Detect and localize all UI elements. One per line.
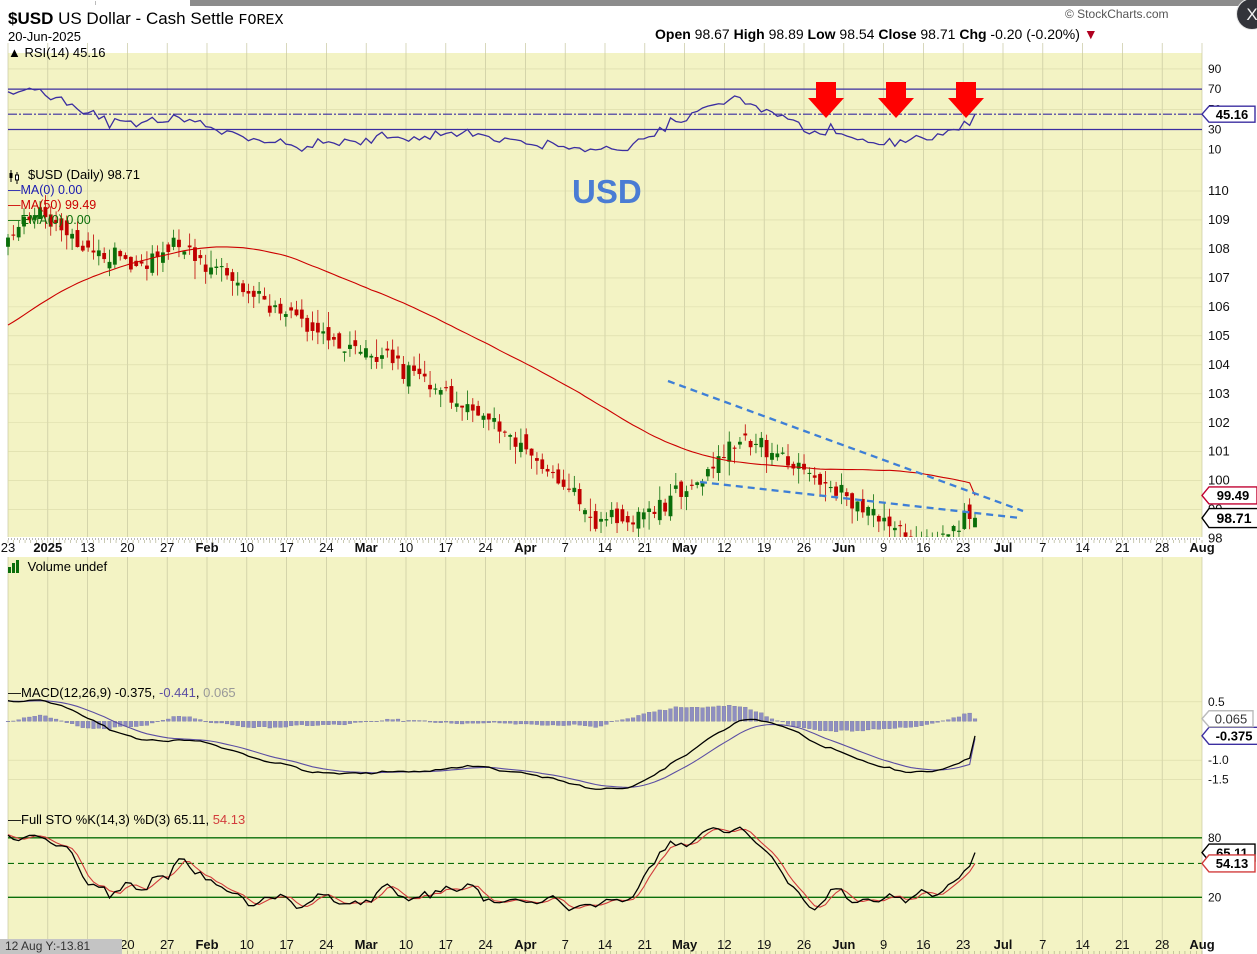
svg-text:Aug: Aug xyxy=(1189,937,1214,952)
svg-text:17: 17 xyxy=(439,937,453,952)
svg-text:26: 26 xyxy=(797,937,811,952)
svg-text:Jun: Jun xyxy=(832,937,855,952)
svg-text:10: 10 xyxy=(399,937,413,952)
svg-text:21: 21 xyxy=(638,937,652,952)
svg-text:14: 14 xyxy=(1075,937,1089,952)
svg-text:10: 10 xyxy=(240,937,254,952)
svg-text:17: 17 xyxy=(279,937,293,952)
svg-text:9: 9 xyxy=(880,937,887,952)
svg-text:27: 27 xyxy=(160,937,174,952)
svg-text:12: 12 xyxy=(717,937,731,952)
svg-text:16: 16 xyxy=(916,937,930,952)
svg-text:7: 7 xyxy=(1039,937,1046,952)
svg-text:19: 19 xyxy=(757,937,771,952)
svg-text:Mar: Mar xyxy=(355,937,378,952)
svg-text:7: 7 xyxy=(562,937,569,952)
svg-text:24: 24 xyxy=(478,937,492,952)
svg-text:Feb: Feb xyxy=(195,937,218,952)
svg-text:20: 20 xyxy=(120,937,134,952)
svg-text:Apr: Apr xyxy=(514,937,536,952)
svg-text:May: May xyxy=(672,937,698,952)
svg-text:14: 14 xyxy=(598,937,612,952)
svg-text:Jul: Jul xyxy=(994,937,1013,952)
svg-text:24: 24 xyxy=(319,937,333,952)
svg-text:21: 21 xyxy=(1115,937,1129,952)
svg-text:23: 23 xyxy=(956,937,970,952)
svg-text:28: 28 xyxy=(1155,937,1169,952)
